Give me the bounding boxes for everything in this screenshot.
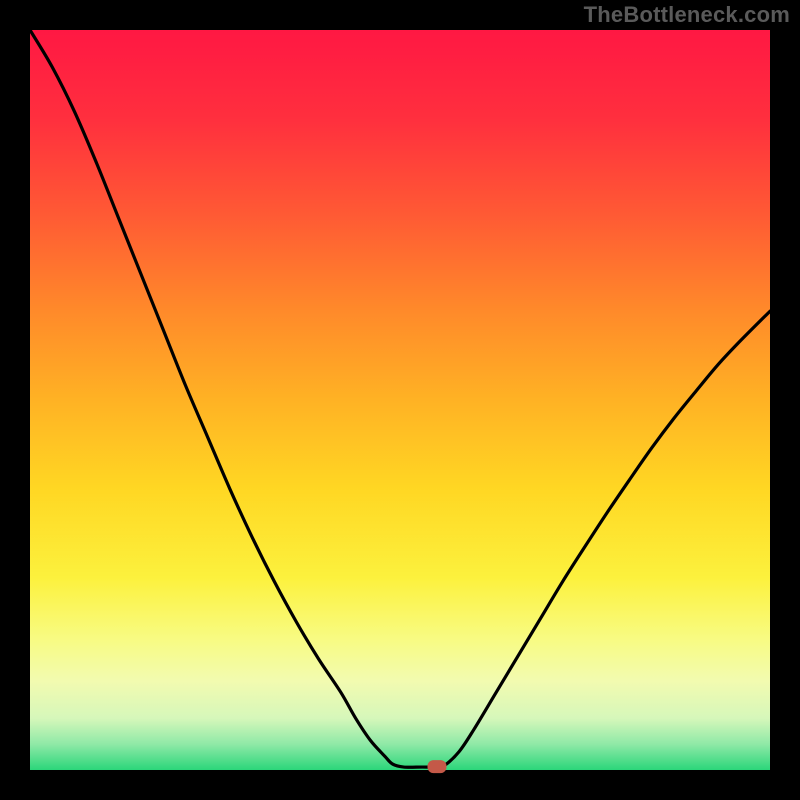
bottleneck-marker [428,760,447,773]
chart-svg [0,0,800,800]
plot-background [30,30,770,770]
watermark-text: TheBottleneck.com [584,2,790,28]
bottleneck-chart: TheBottleneck.com [0,0,800,800]
